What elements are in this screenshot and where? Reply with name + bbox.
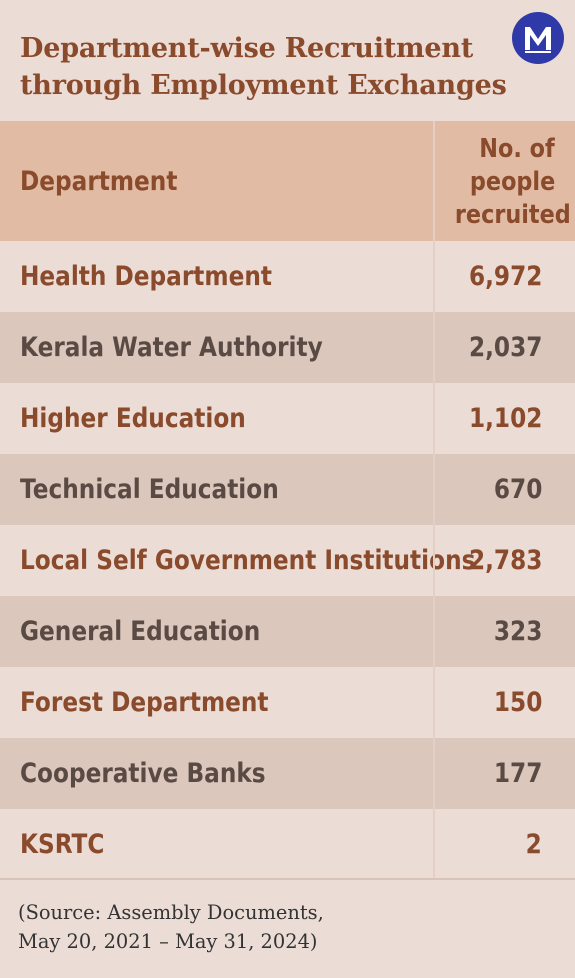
source-line-1: (Source: Assembly Documents, xyxy=(18,900,324,924)
table-row: Health Department 6,972 xyxy=(0,241,575,312)
value-cell: 150 xyxy=(493,687,542,718)
department-cell: Kerala Water Authority xyxy=(20,332,323,363)
header-recruited-line-1: No. of xyxy=(479,134,555,164)
title-line-1: Department-wise Recruitment xyxy=(20,33,474,64)
department-cell: Forest Department xyxy=(20,687,269,718)
header-recruited-line-2: people xyxy=(469,167,555,197)
page-title: Department-wise Recruitment through Empl… xyxy=(20,30,520,104)
department-cell: Higher Education xyxy=(20,403,246,434)
department-cell: KSRTC xyxy=(20,829,105,860)
table-bottom-divider xyxy=(0,878,575,880)
table-row: Cooperative Banks 177 xyxy=(0,738,575,809)
department-cell: Health Department xyxy=(20,261,272,292)
table-row: Higher Education 1,102 xyxy=(0,383,575,454)
department-cell: Cooperative Banks xyxy=(20,758,266,789)
table-row: General Education 323 xyxy=(0,596,575,667)
table-row: Local Self Government Institutions 2,783 xyxy=(0,525,575,596)
m-letter-icon xyxy=(525,27,551,53)
source-line-2: May 20, 2021 – May 31, 2024) xyxy=(18,929,318,953)
logo xyxy=(512,12,564,64)
value-cell: 323 xyxy=(493,616,542,647)
table-row: KSRTC 2 xyxy=(0,809,575,880)
value-cell: 1,102 xyxy=(468,403,542,434)
table-row: Technical Education 670 xyxy=(0,454,575,525)
value-cell: 2 xyxy=(525,829,542,860)
table-row: Forest Department 150 xyxy=(0,667,575,738)
value-cell: 6,972 xyxy=(468,261,542,292)
source-note: (Source: Assembly Documents, May 20, 202… xyxy=(18,898,558,956)
table-row: Kerala Water Authority 2,037 xyxy=(0,312,575,383)
value-cell: 177 xyxy=(493,758,542,789)
recruitment-table: Department No. of people recruited Healt… xyxy=(0,121,575,880)
department-cell: Local Self Government Institutions xyxy=(20,545,476,576)
table-header: Department No. of people recruited xyxy=(0,121,575,241)
title-line-2: through Employment Exchanges xyxy=(20,70,507,101)
value-cell: 2,037 xyxy=(468,332,542,363)
department-cell: General Education xyxy=(20,616,261,647)
department-cell: Technical Education xyxy=(20,474,279,505)
column-divider xyxy=(433,121,435,879)
value-cell: 670 xyxy=(493,474,542,505)
header-recruited: No. of people recruited xyxy=(436,133,571,232)
header-department: Department xyxy=(20,165,178,197)
value-cell: 2,783 xyxy=(468,545,542,576)
header-recruited-line-3: recruited xyxy=(454,200,571,230)
